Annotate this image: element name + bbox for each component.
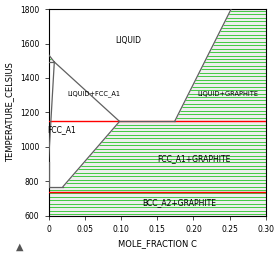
X-axis label: MOLE_FRACTION C: MOLE_FRACTION C [118, 240, 197, 248]
Text: ▲: ▲ [16, 241, 23, 251]
Y-axis label: TEMPERATURE_CELSIUS: TEMPERATURE_CELSIUS [6, 62, 15, 162]
Text: FCC_A1+GRAPHITE: FCC_A1+GRAPHITE [157, 154, 230, 164]
Text: LIQUID+FCC_A1: LIQUID+FCC_A1 [67, 90, 120, 97]
Polygon shape [48, 62, 120, 187]
Text: LIQUID+GRAPHITE: LIQUID+GRAPHITE [198, 90, 259, 97]
Polygon shape [48, 9, 266, 121]
Text: BCC_A2+GRAPHITE: BCC_A2+GRAPHITE [142, 198, 216, 208]
Text: FCC_A1: FCC_A1 [47, 125, 76, 134]
Text: LIQUID: LIQUID [115, 36, 141, 44]
